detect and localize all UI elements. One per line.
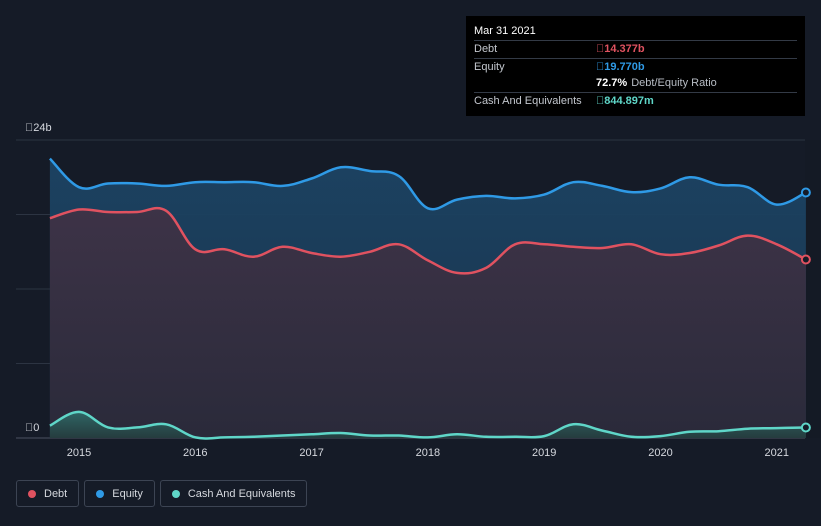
x-tick-label: 2017: [299, 447, 324, 459]
cash-area: [49, 411, 806, 439]
debt-dot-icon: [28, 489, 36, 498]
tooltip-equity-row: Equity  19.770b: [474, 57, 797, 76]
legend-cash-label: Cash And Equivalents: [187, 487, 296, 500]
legend-cash[interactable]: Cash And Equivalents: [159, 480, 308, 507]
tooltip-cash-value:  844.897m: [596, 94, 654, 107]
tooltip-debt-label: Debt: [474, 43, 498, 55]
tooltip-ratio-label: Debt/Equity Ratio: [631, 77, 717, 89]
equity-end-marker[interactable]: [800, 187, 811, 198]
equity-dot-icon: [96, 489, 105, 498]
cash-dot-icon: [171, 489, 180, 498]
tooltip-debt-row: Debt  14.377b: [474, 40, 797, 58]
tooltip-ratio-row: 72.7% Debt/Equity Ratio: [474, 75, 797, 92]
tooltip-debt-value:  14.377b: [596, 43, 645, 55]
tooltip-cash-row: Cash And Equivalents  844.897m: [474, 91, 797, 110]
equity-line: [48, 157, 807, 211]
legend: Debt Equity Cash And Equivalents: [16, 480, 308, 507]
x-tick-label: 2021: [764, 447, 790, 459]
future-shade: [805, 140, 821, 438]
y-tick-zero:  0: [25, 422, 40, 434]
x-tick-label: 2018: [415, 447, 441, 459]
tooltip-equity-label: Equity: [474, 60, 505, 73]
debt-end-marker[interactable]: [800, 254, 811, 265]
legend-debt[interactable]: Debt: [16, 480, 80, 507]
tooltip-equity-value:  19.770b: [596, 60, 645, 73]
tooltip-panel: Mar 31 2021 Debt  14.377b Equity  19.770…: [466, 16, 805, 116]
x-tick-label: 2020: [648, 447, 673, 459]
debt-line: [49, 206, 807, 275]
tooltip-date: Mar 31 2021: [474, 25, 536, 37]
legend-debt-label: Debt: [44, 487, 68, 500]
legend-equity[interactable]: Equity: [84, 480, 155, 507]
y-tick-top:  24b: [25, 122, 52, 134]
x-tick-label: 2016: [183, 447, 208, 459]
tooltip-cash-label: Cash And Equivalents: [474, 94, 582, 107]
debt-area: [49, 208, 806, 438]
x-tick-label: 2019: [531, 447, 557, 459]
legend-equity-label: Equity: [112, 487, 143, 500]
x-tick-label: 2015: [66, 447, 92, 459]
cash-end-marker[interactable]: [800, 422, 811, 433]
tooltip-ratio-value: 72.7%: [596, 77, 628, 89]
tooltip-ratio-spacer: [474, 75, 596, 92]
cash-line: [49, 410, 806, 440]
